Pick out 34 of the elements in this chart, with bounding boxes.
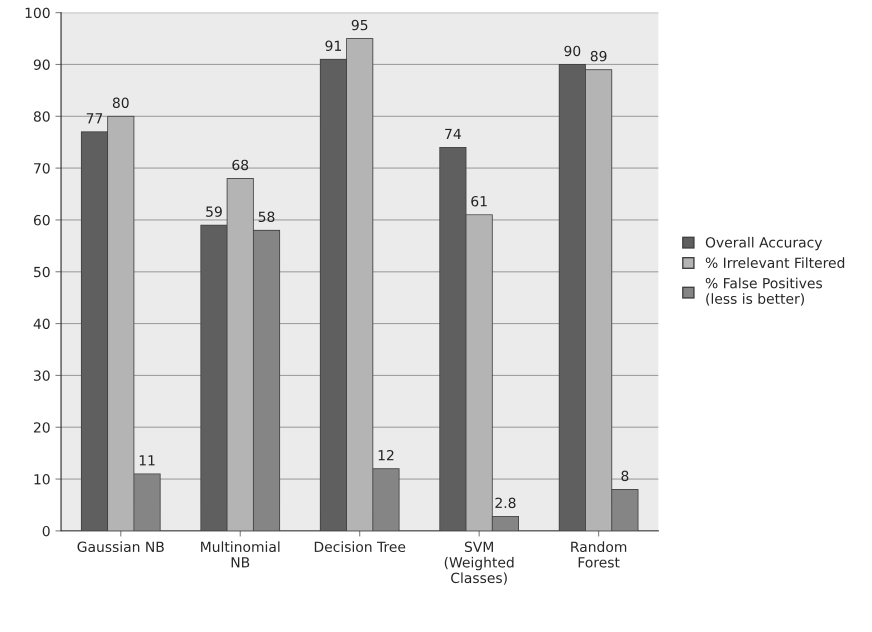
x-tick-label: SVM (Weighted Classes)	[444, 542, 514, 585]
y-tick-label: 100	[26, 8, 50, 18]
data-label: 11	[140, 455, 155, 466]
x-tick-label: Random Forest	[571, 541, 626, 568]
data-label: 89	[590, 50, 606, 62]
data-label: 91	[325, 40, 341, 52]
y-tick-label: 30	[34, 370, 50, 381]
x-tick-label: Multinomial NB	[201, 541, 280, 568]
data-label: 77	[86, 113, 102, 124]
data-label: 2.8	[495, 498, 516, 508]
y-tick-label: 40	[34, 318, 50, 330]
data-label: 12	[378, 450, 394, 460]
data-label: 68	[232, 160, 248, 170]
data-label: 61	[471, 196, 487, 207]
y-tick-label: 10	[34, 474, 50, 485]
y-tick-label: 0	[42, 526, 50, 536]
data-label: 8	[621, 470, 628, 482]
y-tick-label: 80	[34, 111, 50, 122]
data-label: 90	[564, 46, 580, 56]
data-label: 58	[258, 212, 274, 222]
data-label: 80	[112, 98, 129, 108]
y-tick-label: 90	[34, 59, 50, 70]
y-tick-label: 50	[34, 266, 50, 278]
x-tick-label: Gaussian NB	[78, 541, 164, 552]
legend-label: % False Positives (less is better)	[706, 278, 822, 306]
y-tick-label: 20	[34, 422, 50, 433]
data-label: 59	[206, 206, 222, 217]
data-label: 74	[445, 128, 461, 139]
x-tick-label: Decision Tree	[314, 541, 406, 552]
legend-label: Overall Accuracy	[706, 236, 822, 250]
data-label: 95	[352, 20, 368, 30]
legend-label: % Irrelevant Filtered	[706, 257, 844, 268]
y-tick-label: 70	[34, 163, 50, 174]
y-tick-label: 60	[34, 214, 50, 226]
